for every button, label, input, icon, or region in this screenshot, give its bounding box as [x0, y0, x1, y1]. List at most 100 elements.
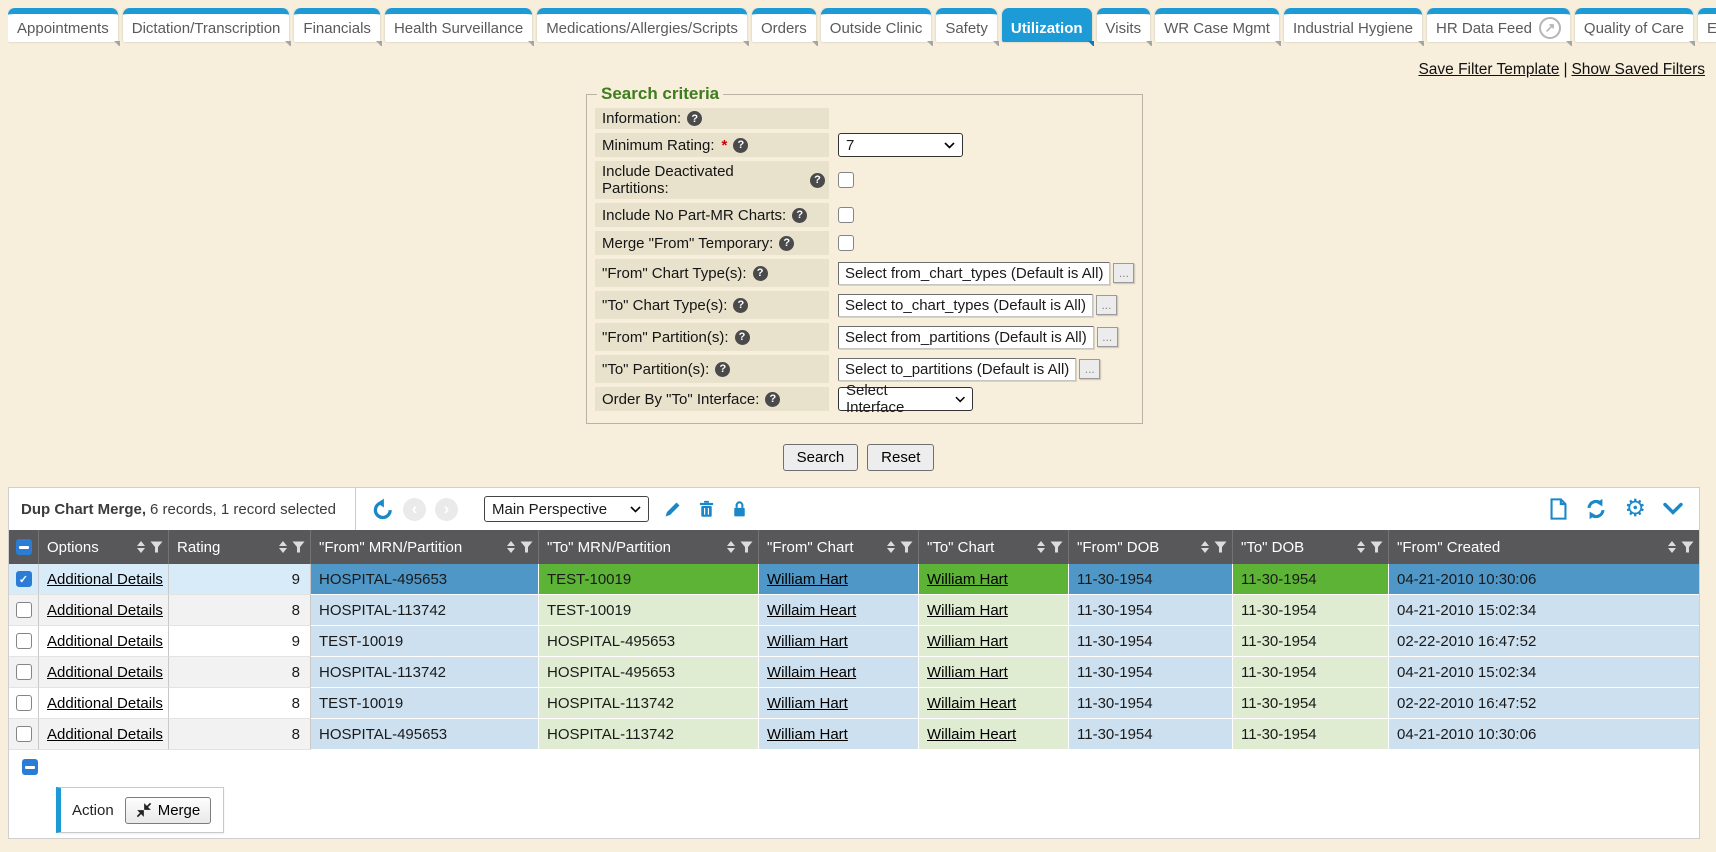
- additional-details-link[interactable]: Additional Details: [47, 663, 163, 681]
- sort-icon[interactable]: [1037, 541, 1045, 553]
- additional-details-link[interactable]: Additional Details: [47, 601, 163, 619]
- gear-icon[interactable]: ⚙: [1624, 495, 1646, 522]
- filter-funnel-icon[interactable]: [520, 541, 533, 553]
- filter-funnel-icon[interactable]: [900, 541, 913, 553]
- row-checkbox[interactable]: [15, 571, 32, 587]
- delete-trash-icon[interactable]: [697, 499, 716, 519]
- header-to-mrn-partition[interactable]: "To" MRN/Partition: [539, 530, 759, 564]
- tab-financials[interactable]: Financials: [294, 8, 382, 46]
- additional-details-link[interactable]: Additional Details: [47, 632, 163, 650]
- from-chart-types-browse-button[interactable]: ...: [1113, 263, 1135, 283]
- include-deactivated-checkbox[interactable]: [838, 172, 854, 188]
- sort-icon[interactable]: [887, 541, 895, 553]
- from-chart-link[interactable]: Willaim Heart: [767, 663, 857, 681]
- merge-button[interactable]: Merge: [124, 796, 212, 824]
- sort-icon[interactable]: [507, 541, 515, 553]
- from-chart-link[interactable]: William Hart: [767, 725, 848, 743]
- to-chart-link[interactable]: William Hart: [927, 601, 1008, 619]
- filter-funnel-icon[interactable]: [1681, 541, 1694, 553]
- tab-quality-of-care[interactable]: Quality of Care: [1574, 8, 1696, 46]
- filter-funnel-icon[interactable]: [150, 541, 163, 553]
- sort-icon[interactable]: [1668, 541, 1676, 553]
- from-chart-link[interactable]: William Hart: [767, 570, 848, 588]
- reset-button[interactable]: Reset: [867, 444, 935, 471]
- additional-details-link[interactable]: Additional Details: [47, 570, 163, 588]
- additional-details-link[interactable]: Additional Details: [47, 694, 163, 712]
- help-icon[interactable]: [779, 235, 795, 251]
- tab-utilization[interactable]: Utilization: [1001, 8, 1094, 46]
- to-partitions-browse-button[interactable]: ...: [1079, 359, 1101, 379]
- show-saved-filters-link[interactable]: Show Saved Filters: [1571, 61, 1705, 78]
- sort-icon[interactable]: [137, 541, 145, 553]
- to-chart-types-browse-button[interactable]: ...: [1095, 295, 1117, 315]
- header-to-chart[interactable]: "To" Chart: [919, 530, 1069, 564]
- refresh-icon[interactable]: [1585, 498, 1607, 520]
- collapse-selection-icon[interactable]: [22, 759, 38, 775]
- tab-wr-case-mgmt[interactable]: WR Case Mgmt: [1155, 8, 1281, 46]
- filter-funnel-icon[interactable]: [740, 541, 753, 553]
- perspective-select[interactable]: Main Perspective: [484, 496, 649, 522]
- from-chart-link[interactable]: William Hart: [767, 694, 848, 712]
- help-icon[interactable]: [687, 111, 703, 126]
- row-checkbox[interactable]: [15, 664, 32, 680]
- tab-outside-clinic[interactable]: Outside Clinic: [820, 8, 933, 46]
- tab-visits[interactable]: Visits: [1096, 8, 1152, 46]
- header-options[interactable]: Options: [39, 530, 169, 564]
- to-chart-link[interactable]: William Hart: [927, 570, 1008, 588]
- tab-medications-allergies-scripts[interactable]: Medications/Allergies/Scripts: [537, 8, 749, 46]
- include-no-part-checkbox[interactable]: [838, 207, 854, 223]
- sort-icon[interactable]: [1201, 541, 1209, 553]
- header-from-mrn-partition[interactable]: "From" MRN/Partition: [311, 530, 539, 564]
- sort-icon[interactable]: [727, 541, 735, 553]
- to-chart-link[interactable]: William Hart: [927, 663, 1008, 681]
- tab-safety[interactable]: Safety: [936, 8, 999, 46]
- tab-hr-data-feed[interactable]: HR Data Feed: [1427, 8, 1572, 46]
- search-button[interactable]: Search: [782, 444, 859, 471]
- tab-appointments[interactable]: Appointments: [8, 8, 120, 46]
- new-document-icon[interactable]: [1549, 498, 1568, 520]
- external-link-icon[interactable]: [1538, 17, 1561, 39]
- header-rating[interactable]: Rating: [169, 530, 311, 564]
- help-icon[interactable]: [752, 265, 768, 281]
- header-from-chart[interactable]: "From" Chart: [759, 530, 919, 564]
- from-partitions-browse-button[interactable]: ...: [1096, 327, 1118, 347]
- previous-page-icon[interactable]: [403, 497, 426, 521]
- from-chart-types-input[interactable]: Select from_chart_types (Default is All): [838, 261, 1111, 285]
- header-from-created[interactable]: "From" Created: [1389, 530, 1699, 564]
- from-partitions-input[interactable]: Select from_partitions (Default is All): [838, 325, 1094, 349]
- to-chart-link[interactable]: William Hart: [927, 632, 1008, 650]
- select-all-checkbox[interactable]: [15, 539, 32, 555]
- sort-icon[interactable]: [279, 541, 287, 553]
- help-icon[interactable]: [792, 207, 808, 223]
- help-icon[interactable]: [733, 137, 749, 153]
- from-chart-link[interactable]: William Hart: [767, 632, 848, 650]
- row-checkbox[interactable]: [15, 726, 32, 742]
- help-icon[interactable]: [715, 361, 731, 377]
- minimum-rating-select[interactable]: 7: [838, 133, 963, 157]
- order-by-interface-select[interactable]: Select Interface: [838, 382, 973, 416]
- row-checkbox[interactable]: [15, 602, 32, 618]
- help-icon[interactable]: [734, 329, 750, 345]
- tab-industrial-hygiene[interactable]: Industrial Hygiene: [1283, 8, 1425, 46]
- tab-dictation-transcription[interactable]: Dictation/Transcription: [122, 8, 292, 46]
- tab-orders[interactable]: Orders: [751, 8, 818, 46]
- undo-icon[interactable]: [372, 498, 394, 520]
- filter-funnel-icon[interactable]: [1214, 541, 1227, 553]
- edit-pencil-icon[interactable]: [663, 499, 683, 519]
- help-icon[interactable]: [765, 391, 781, 407]
- merge-from-temporary-checkbox[interactable]: [838, 235, 854, 251]
- tab-exec[interactable]: Exec: [1697, 8, 1716, 42]
- tab-health-surveillance[interactable]: Health Surveillance: [384, 8, 535, 46]
- row-checkbox[interactable]: [15, 695, 32, 711]
- header-to-dob[interactable]: "To" DOB: [1233, 530, 1389, 564]
- next-page-icon[interactable]: [435, 497, 458, 521]
- save-filter-template-link[interactable]: Save Filter Template: [1418, 61, 1560, 78]
- filter-funnel-icon[interactable]: [1050, 541, 1063, 553]
- collapse-chevron-icon[interactable]: [1663, 502, 1683, 516]
- help-icon[interactable]: [810, 172, 825, 188]
- to-partitions-input[interactable]: Select to_partitions (Default is All): [838, 357, 1077, 381]
- to-chart-types-input[interactable]: Select to_chart_types (Default is All): [838, 293, 1093, 317]
- filter-funnel-icon[interactable]: [1370, 541, 1383, 553]
- to-chart-link[interactable]: Willaim Heart: [927, 694, 1017, 712]
- from-chart-link[interactable]: Willaim Heart: [767, 601, 857, 619]
